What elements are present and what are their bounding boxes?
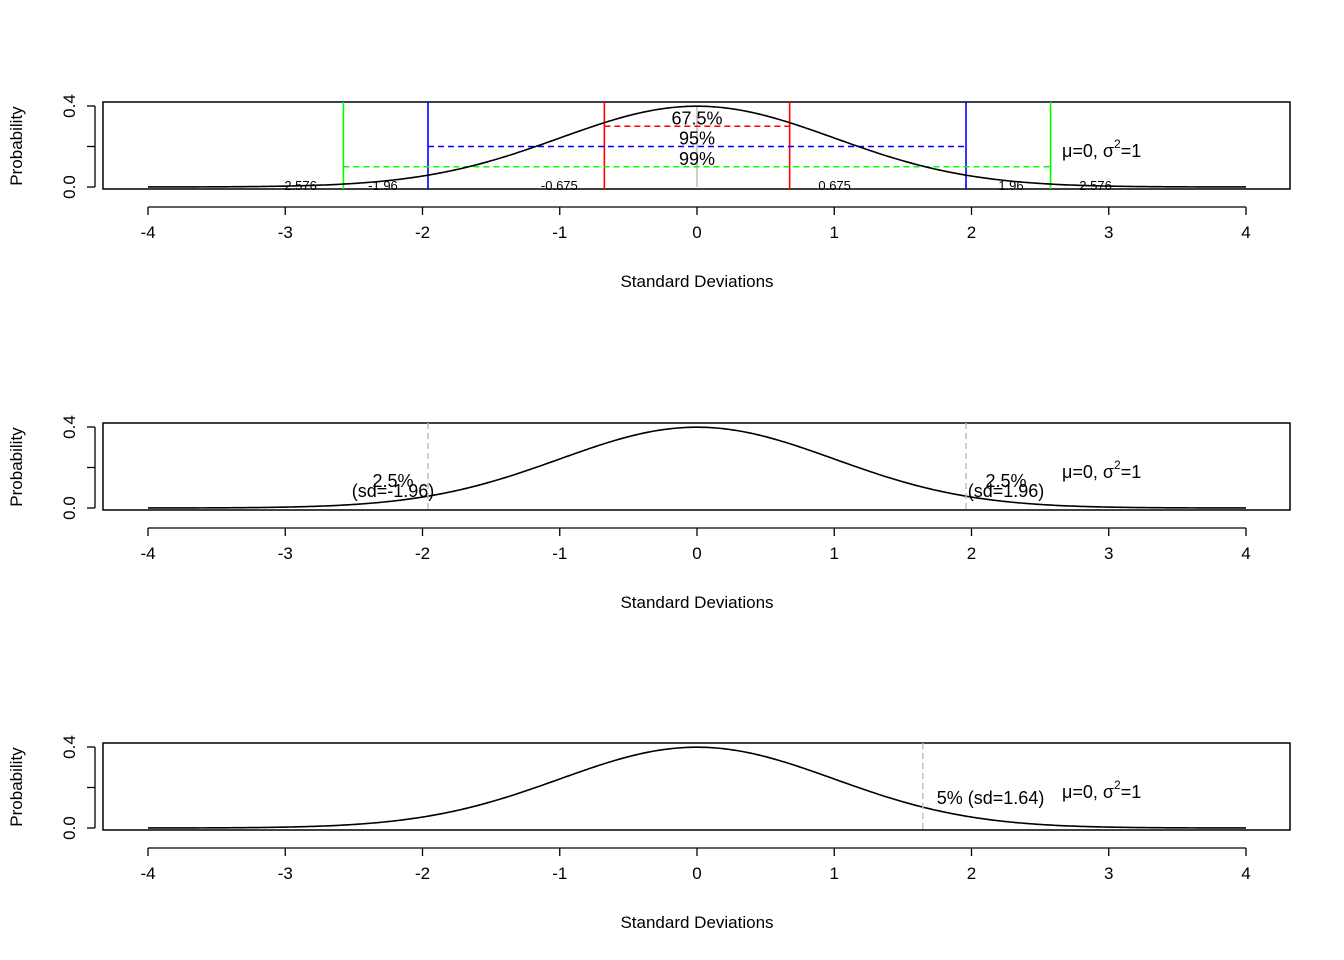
x-tick-label: -2 bbox=[415, 544, 430, 563]
x-axis-title: Standard Deviations bbox=[620, 272, 773, 291]
x-tick-label: -1 bbox=[552, 544, 567, 563]
y-axis-title: Probability bbox=[7, 106, 26, 186]
x-tick-label: -3 bbox=[278, 223, 293, 242]
y-tick-label: 0.4 bbox=[60, 94, 79, 118]
params-mu: μ=0, bbox=[1062, 462, 1103, 482]
x-tick-label: -2 bbox=[415, 864, 430, 883]
interval-percent-label: 99% bbox=[679, 149, 715, 169]
x-tick-label: -2 bbox=[415, 223, 430, 242]
cutoff-sd-label: (sd=1.96) bbox=[968, 481, 1045, 501]
x-tick-label: 1 bbox=[830, 223, 839, 242]
chart-panel-3: -4 -3 -2 -1 0 1 2 3 4 Standard Deviations 0.0 0.4 Pr… bbox=[7, 735, 1291, 932]
x-tick-label: 2 bbox=[967, 864, 976, 883]
y-tick-label: 0.4 bbox=[60, 415, 79, 439]
y-axis-title: Probability bbox=[7, 427, 26, 507]
params-tail: =1 bbox=[1121, 462, 1142, 482]
cutoff-percent-label: 2.5% bbox=[985, 471, 1026, 491]
x-tick-label: -3 bbox=[278, 864, 293, 883]
x-axis-title: Standard Deviations bbox=[620, 913, 773, 932]
cutoff-percent-label: 2.5% bbox=[372, 471, 413, 491]
x-tick-label: 2 bbox=[967, 544, 976, 563]
density-curve bbox=[148, 105, 1246, 188]
x-tick-label: 2 bbox=[967, 223, 976, 242]
interval-percent-label: 95% bbox=[679, 129, 715, 149]
x-tick-label: 0 bbox=[692, 544, 701, 563]
x-tick-label: 3 bbox=[1104, 864, 1113, 883]
plot-frame bbox=[102, 101, 1291, 190]
params-sigma: σ bbox=[1103, 782, 1114, 802]
plot-frame bbox=[102, 742, 1291, 831]
x-axis-title: Standard Deviations bbox=[620, 593, 773, 612]
x-tick-label: 3 bbox=[1104, 544, 1113, 563]
y-tick-label: 0.0 bbox=[60, 816, 79, 840]
density-curve bbox=[148, 426, 1246, 509]
chart-panel-1: -4 -3 -2 -1 0 1 2 3 4 Standard Deviations 0.0 0.4 Pr… bbox=[7, 94, 1291, 291]
y-tick-label: 0.0 bbox=[60, 496, 79, 520]
x-tick-label: -4 bbox=[140, 223, 155, 242]
y-tick-label: 0.0 bbox=[60, 175, 79, 199]
interval-percent-label: 67.5% bbox=[671, 108, 722, 128]
chart-panel-2: -4 -3 -2 -1 0 1 2 3 4 Standard Deviations 0.0 0.4 Pr… bbox=[7, 415, 1291, 612]
x-tick-label: -4 bbox=[140, 544, 155, 563]
density-curve bbox=[148, 746, 1246, 829]
x-tick-label: -1 bbox=[552, 864, 567, 883]
params-sigma: σ bbox=[1103, 141, 1114, 161]
x-tick-label: 1 bbox=[830, 544, 839, 563]
x-tick-label: 1 bbox=[830, 864, 839, 883]
y-tick-label: 0.4 bbox=[60, 735, 79, 759]
params-sigma: σ bbox=[1103, 462, 1114, 482]
x-tick-label: -4 bbox=[140, 864, 155, 883]
params-tail: =1 bbox=[1121, 782, 1142, 802]
params-mu: μ=0, bbox=[1062, 141, 1103, 161]
cutoff-percent-label: 5% (sd=1.64) bbox=[937, 788, 1045, 808]
params-sup: 2 bbox=[1114, 137, 1121, 151]
x-tick-label: 0 bbox=[692, 223, 701, 242]
params-sup: 2 bbox=[1114, 458, 1121, 472]
y-axis-title: Probability bbox=[7, 747, 26, 827]
x-tick-label: 3 bbox=[1104, 223, 1113, 242]
x-tick-label: 4 bbox=[1241, 544, 1250, 563]
cutoff-sd-label: (sd=-1.96) bbox=[352, 481, 435, 501]
x-tick-label: 0 bbox=[692, 864, 701, 883]
params-mu: μ=0, bbox=[1062, 782, 1103, 802]
params-label: μ=0, σ2=1 bbox=[1062, 458, 1141, 482]
interval-upper-label: 0.675 bbox=[818, 178, 851, 193]
x-tick-label: 4 bbox=[1241, 864, 1250, 883]
x-tick-label: 4 bbox=[1241, 223, 1250, 242]
x-tick-label: -3 bbox=[278, 544, 293, 563]
interval-lower-label: -0.675 bbox=[541, 178, 578, 193]
params-sup: 2 bbox=[1114, 778, 1121, 792]
x-tick-label: -1 bbox=[552, 223, 567, 242]
params-tail: =1 bbox=[1121, 141, 1142, 161]
params-label: μ=0, σ2=1 bbox=[1062, 778, 1141, 802]
params-label: μ=0, σ2=1 bbox=[1062, 137, 1141, 161]
plot-frame bbox=[102, 422, 1291, 511]
